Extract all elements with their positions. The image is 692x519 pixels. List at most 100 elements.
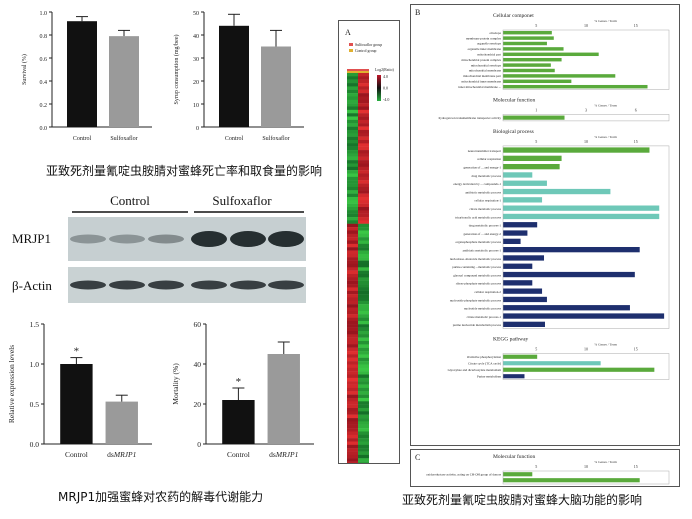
panel-label-a: A [345,28,351,37]
heatmap-cell [358,404,369,409]
heatmap-cell [347,113,358,117]
go-bar [503,213,660,220]
heatmap-cell [358,217,369,221]
axis-tick-label: 10 [584,347,588,352]
axis-tick-label: 10 [584,139,588,144]
go-bar [503,63,551,67]
heatmap-cell [358,411,369,415]
blot-row-actin: β-Actin [12,278,52,293]
heatmap-cell [347,391,358,395]
heatmap-cell [358,240,369,245]
heatmap-cell [358,106,369,111]
go-bar [503,68,555,73]
axis-tick-label: 3 [585,107,587,112]
heatmap-cell [347,351,358,355]
heatmap-cell [358,377,369,382]
heatmap-cell [358,267,369,271]
x-tick-label: Control [73,136,92,142]
heatmap-cell [347,129,358,134]
term-label: organelle envelope [477,42,502,46]
heatmap-cell [347,200,358,204]
go-panel-c: C Molecular function % Genes / Term 5 10 15 ox… [410,449,680,487]
term-label: cellular respiration-1 [474,199,501,203]
heatmap-cell [347,381,358,385]
term-label: generation of ... and energy-1 [463,165,501,169]
heatmap-cell [358,297,369,301]
go-bar [503,230,528,236]
significance-label: * [236,376,242,388]
heatmap-cell [358,304,369,308]
band-actin [230,280,266,290]
heatmap-cell [347,330,358,335]
y-tick-label: 0.6 [40,57,48,63]
heatmap-cell [358,320,369,325]
group-bar-sulfoxaflor [347,69,369,71]
heatmap-cell [347,240,358,245]
heatmap-cell [347,196,358,201]
heatmap-cell [358,146,369,151]
heatmap-cell [347,294,358,298]
legend-swatch-sulfoxaflor [349,43,353,46]
heatmap-cell [347,344,358,348]
go-panel-b: B Cellular componet% Genes / Term 5 10 15 env… [410,4,680,446]
heatmap-cell [347,394,358,399]
heatmap-cell [347,83,358,87]
heatmap-cell [358,351,369,355]
heatmap-cell [358,99,369,104]
y-tick-label: 1.5 [30,320,40,329]
heatmap-cell [358,86,369,90]
term-label: antibiotic metabolic process [465,190,502,194]
go-bar [503,30,552,35]
term-label: oxidoreductase activity, acting on CH-OH… [426,473,502,478]
heatmap-cell [347,307,358,312]
heatmap-cell [347,441,358,446]
heatmap-cell [347,119,358,124]
go-bar [503,321,545,328]
go-bar [503,84,648,89]
go-bar [503,180,547,186]
heatmap-cell [347,371,358,375]
heatmap-cell [347,411,358,415]
heatmap-cell [347,451,358,456]
heatmap-cell [358,223,369,228]
y-tick-label: 20 [193,80,199,86]
heatmap-cell [358,357,369,362]
heatmap-cell [358,237,369,241]
blot-membrane-mrjp1 [68,217,306,261]
heatmap-cell [358,337,369,342]
heatmap-cell [358,391,369,395]
heatmap-cell [347,361,358,365]
blot-row-mrjp1: MRJP1 [12,231,51,246]
term-label: hydrogen ion transmembrane transporter a… [439,116,502,120]
term-label: drug metabolic process [471,174,501,178]
go-bar [503,263,533,269]
y-tick-label: 50 [193,11,199,17]
heatmap-cell [358,123,369,127]
axis-tick-label: 5 [535,139,537,144]
heatmap-cell [358,163,369,167]
x-tick-label: Control [227,450,250,459]
term-label: antibiotic metabolic process-1 [463,248,502,252]
heatmap-cell [358,207,369,211]
heatmap-cell [347,327,358,332]
heatmap-cell [347,377,358,382]
caption-brain: 亚致死剂量氰啶虫胺腈对蜜蜂大脑功能的影响 [402,493,643,507]
heatmap-cell [347,143,358,147]
heatmap-cell [358,156,369,161]
go-bar [503,354,538,359]
heatmap-cell [347,364,358,368]
heatmap-cell [347,213,358,218]
heatmap-cell [358,166,369,171]
x-tick-label: Control [65,450,88,459]
heatmap-cell [358,150,369,154]
heatmap-cell [347,79,358,84]
heatmap-cell [347,146,358,151]
heatmap-cell [358,408,369,412]
heatmap-cell [358,341,369,345]
heatmap-cell [347,310,358,315]
blot-group-control: Control [110,195,150,208]
heatmap-cell [347,227,358,231]
band-actin [148,280,184,290]
scale-tick-label: -4.0 [383,97,389,102]
go-bar [503,255,545,261]
